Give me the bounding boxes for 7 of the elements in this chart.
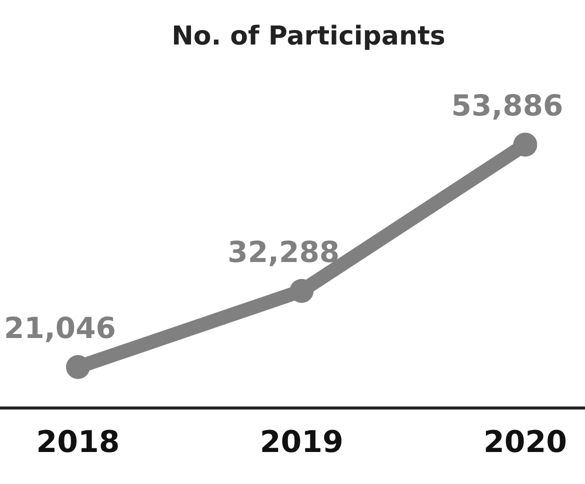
data-label: 21,046	[4, 311, 116, 346]
x-tick-label: 2019	[260, 424, 344, 460]
data-label: 32,288	[228, 234, 340, 269]
x-tick-label: 2018	[36, 424, 120, 460]
x-tick-label: 2020	[484, 424, 567, 460]
chart-title: No. of Participants	[172, 21, 446, 52]
data-label: 53,886	[451, 88, 564, 123]
